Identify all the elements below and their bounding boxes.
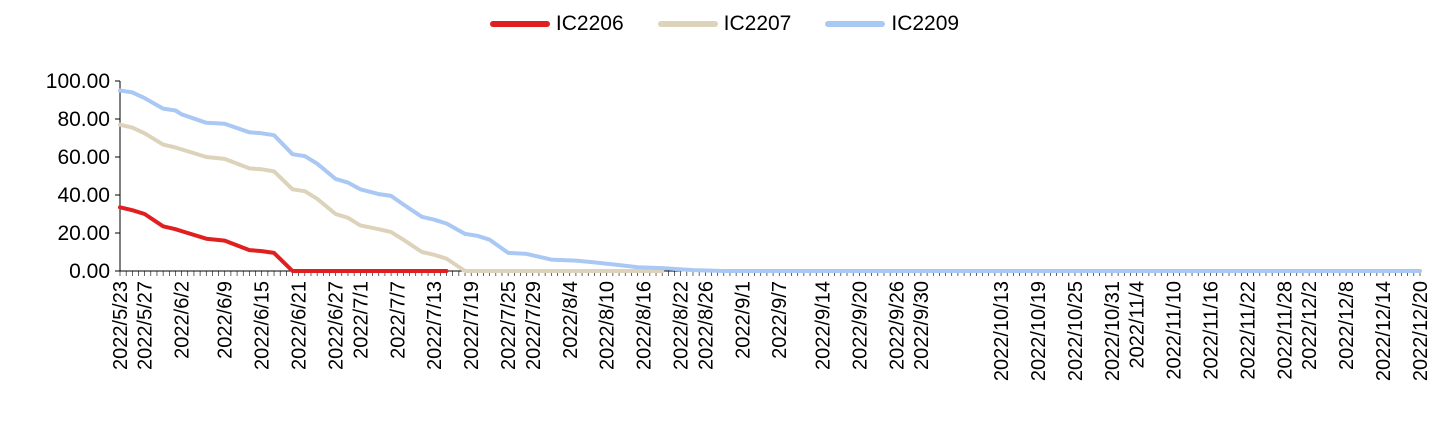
legend-label-ic2206: IC2206 — [555, 12, 624, 35]
series-line-ic2207 — [118, 122, 665, 273]
x-tick-label: 2022/12/20 — [1410, 281, 1432, 381]
x-tick-label: 2022/12/2 — [1299, 281, 1321, 370]
x-tick-label: 2022/7/1 — [350, 281, 372, 359]
x-tick-label: 2022/9/26 — [886, 281, 908, 370]
x-tick-label: 2022/9/1 — [732, 281, 754, 359]
x-tick-label: 2022/8/26 — [695, 281, 717, 370]
x-tick-label: 2022/10/31 — [1102, 281, 1124, 381]
x-tick-label: 2022/9/7 — [769, 281, 791, 359]
x-tick-label: 2022/11/4 — [1127, 281, 1149, 369]
x-tick-label: 2022/11/10 — [1164, 281, 1186, 380]
x-tick-label: 2022/7/29 — [523, 281, 545, 370]
legend-swatch-ic2209 — [825, 21, 886, 27]
x-tick-label: 2022/6/27 — [326, 281, 348, 370]
x-tick-label: 2022/11/22 — [1237, 281, 1259, 380]
x-tick-label: 2022/10/19 — [1028, 281, 1050, 381]
x-tick-label: 2022/9/14 — [812, 281, 834, 370]
y-tick-label: 40.00 — [57, 184, 110, 207]
legend-label-ic2209: IC2209 — [891, 12, 960, 35]
x-tick-label: 2022/7/19 — [461, 281, 483, 370]
x-tick-label: 2022/5/23 — [110, 281, 132, 370]
x-tick-label: 2022/7/25 — [498, 281, 520, 370]
y-tick-label: 80.00 — [57, 108, 110, 131]
legend-swatch-ic2207 — [657, 21, 718, 27]
x-tick-label: 2022/10/13 — [991, 281, 1013, 381]
legend-item-ic2207[interactable]: IC2207 — [657, 12, 792, 36]
x-tick-label: 2022/11/28 — [1274, 281, 1296, 380]
x-tick-label: 2022/12/8 — [1336, 281, 1358, 370]
x-tick-label: 2022/7/7 — [387, 281, 409, 359]
x-tick-label: 2022/9/20 — [849, 281, 871, 370]
x-tick-label: 2022/8/10 — [597, 281, 619, 370]
x-tick-label: 2022/11/16 — [1201, 281, 1223, 380]
x-tick-label: 2022/6/9 — [215, 281, 237, 359]
x-tick-label: 2022/10/25 — [1065, 281, 1087, 381]
x-tick-label: 2022/8/16 — [634, 281, 656, 370]
series-line-ic2209 — [118, 88, 1422, 273]
y-tick-label: 0.00 — [69, 260, 110, 283]
x-tick-label: 2022/8/4 — [560, 281, 582, 359]
x-tick-label: 2022/5/27 — [135, 281, 157, 370]
x-tick-label: 2022/6/15 — [252, 281, 274, 370]
x-tick-label: 2022/6/21 — [289, 281, 311, 370]
y-tick-label: 60.00 — [57, 146, 110, 169]
legend-swatch-ic2206 — [489, 21, 550, 27]
x-tick-label: 2022/9/30 — [911, 281, 933, 370]
series-line-ic2206 — [118, 205, 449, 273]
legend-item-ic2206[interactable]: IC2206 — [489, 12, 624, 36]
x-tick-label: 2022/6/2 — [172, 281, 194, 359]
y-tick-label: 20.00 — [57, 222, 110, 245]
y-tick-label: 100.00 — [46, 70, 110, 93]
legend-item-ic2209[interactable]: IC2209 — [825, 12, 959, 36]
x-tick-label: 2022/12/14 — [1373, 281, 1395, 381]
x-tick-label: 2022/8/22 — [671, 281, 693, 370]
x-tick-label: 2022/7/13 — [424, 281, 446, 370]
legend: IC2206 IC2207 IC2209 — [0, 12, 1449, 36]
legend-label-ic2207: IC2207 — [723, 12, 792, 35]
